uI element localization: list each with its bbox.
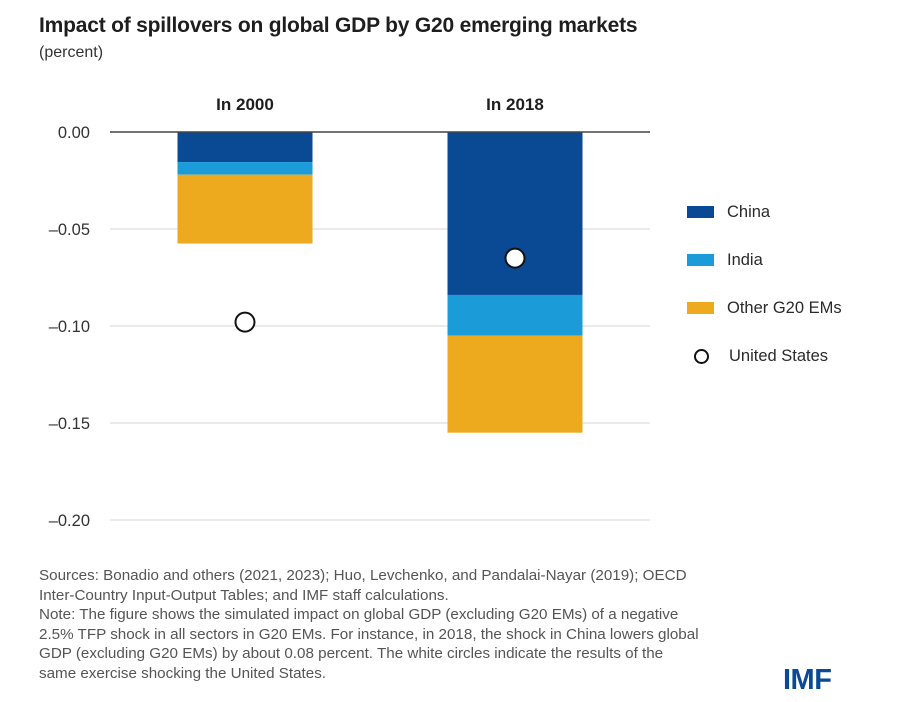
legend-item-us: United States	[687, 344, 842, 368]
hollow-circle-icon	[694, 348, 709, 364]
sources-text: Sources: Bonadio and others (2021, 2023)…	[39, 567, 687, 604]
legend-item-other: Other G20 EMs	[687, 296, 842, 320]
bar-segment-india	[177, 162, 313, 175]
category-labels: In 2000 In 2018	[216, 95, 544, 114]
us-marker	[504, 247, 526, 269]
legend-item-india: India	[687, 248, 842, 272]
legend: China India Other G20 EMs United States	[687, 200, 842, 392]
india-swatch-icon	[687, 254, 714, 266]
legend-label-us: United States	[729, 346, 829, 365]
other-swatch-icon	[687, 302, 714, 314]
bar-segment-china	[177, 132, 313, 163]
imf-logo: IMF	[783, 664, 832, 696]
legend-label-india: India	[727, 250, 763, 269]
bar-segment-india	[447, 294, 583, 336]
us-markers	[234, 247, 526, 333]
y-tick-label: 0.00	[58, 124, 90, 142]
chart-title: Impact of spillovers on global GDP by G2…	[39, 14, 638, 37]
china-swatch-icon	[687, 206, 714, 218]
y-tick-label: –0.20	[49, 512, 90, 530]
legend-item-china: China	[687, 200, 842, 224]
legend-label-other: Other G20 EMs	[727, 298, 842, 317]
note-text: Note: The figure shows the simulated imp…	[39, 606, 699, 682]
bar-chart: 0.00 –0.05 –0.10 –0.15 –0.20 In 2000 In 2018	[49, 95, 650, 530]
bar-segment-other	[447, 335, 583, 433]
category-label: In 2000	[216, 95, 274, 114]
us-marker	[234, 311, 256, 333]
chart-subtitle: (percent)	[39, 44, 104, 61]
bar-segment-other	[177, 174, 313, 244]
bars	[177, 132, 583, 433]
y-axis-ticks: 0.00 –0.05 –0.10 –0.15 –0.20	[49, 124, 90, 530]
y-tick-label: –0.10	[49, 318, 90, 336]
y-tick-label: –0.05	[49, 221, 90, 239]
category-label: In 2018	[486, 95, 544, 114]
chart-notes: Sources: Bonadio and others (2021, 2023)…	[39, 566, 699, 684]
bar-segment-china	[447, 132, 583, 295]
y-tick-label: –0.15	[49, 415, 90, 433]
legend-label-china: China	[727, 202, 771, 221]
